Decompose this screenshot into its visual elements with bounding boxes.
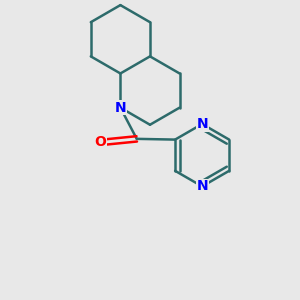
Text: N: N	[196, 179, 208, 194]
Text: N: N	[196, 117, 208, 131]
Text: N: N	[115, 100, 126, 115]
Text: O: O	[94, 135, 106, 149]
